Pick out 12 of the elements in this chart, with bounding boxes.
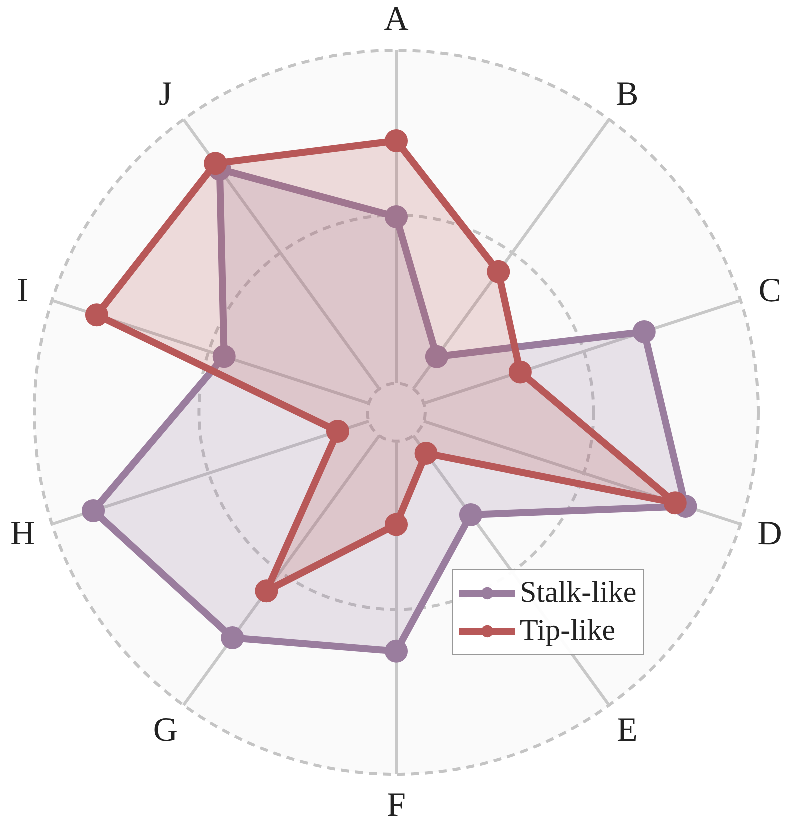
spoke-label: J [159, 76, 172, 114]
legend-label: Stalk-like [520, 576, 637, 610]
spoke-label: G [153, 712, 178, 749]
spoke-label: E [616, 712, 638, 749]
spoke-label: C [758, 272, 782, 310]
spoke-label: B [616, 76, 639, 114]
spoke-label: F [387, 786, 406, 824]
spoke-label: A [384, 1, 410, 38]
spoke-label: H [10, 515, 36, 552]
spoke-label: D [758, 515, 782, 552]
spoke-label: I [17, 272, 29, 310]
legend-label: Tip-like [520, 614, 616, 648]
